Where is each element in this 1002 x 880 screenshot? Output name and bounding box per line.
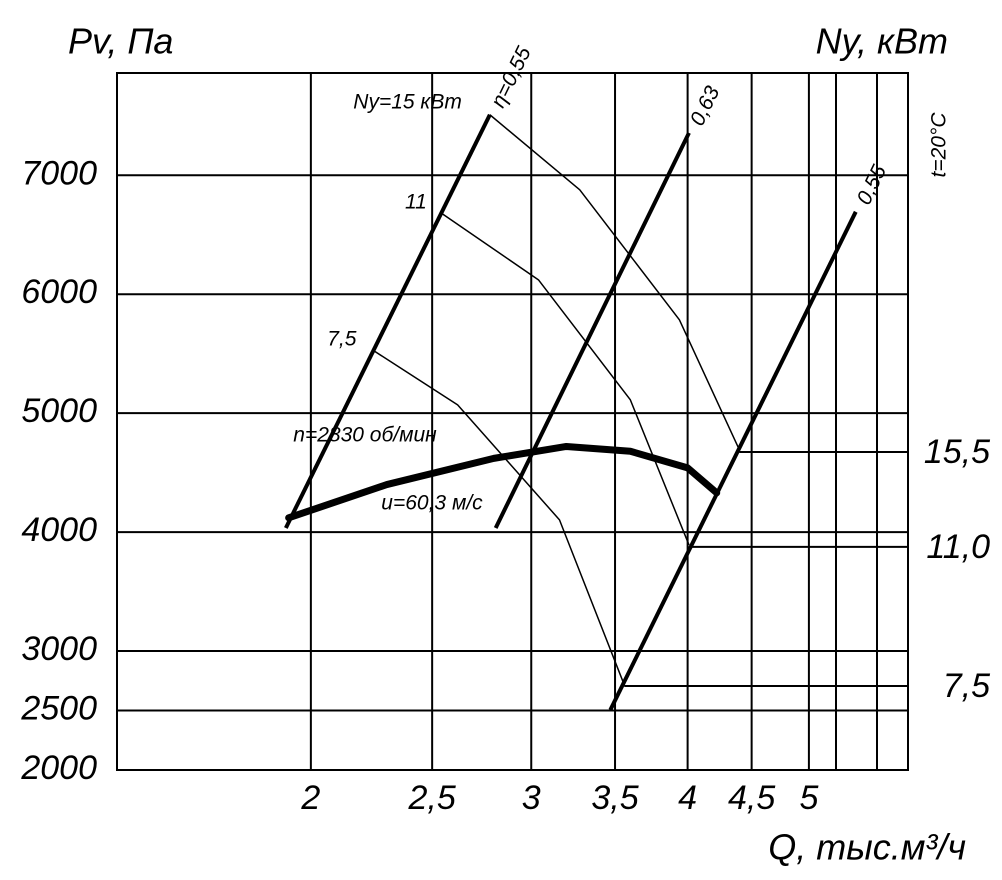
speed-label: u=60,3 м/с <box>381 492 483 515</box>
x-tick-label: 2 <box>300 779 320 817</box>
y-tick-label: 2500 <box>20 690 97 728</box>
fan-curve <box>285 442 721 522</box>
temperature-label: t=20°C <box>928 112 951 178</box>
power-curve-label: Ny=15 кВт <box>353 90 462 113</box>
efficiency-line <box>284 113 492 529</box>
efficiency-line <box>608 210 858 711</box>
power-curve <box>440 212 690 546</box>
y-tick-label: 6000 <box>21 273 97 311</box>
x-tick-label: 4 <box>678 779 697 817</box>
y-tick-label: 7000 <box>21 154 97 192</box>
x-tick-label: 3,5 <box>591 779 638 817</box>
plot-frame <box>116 72 909 771</box>
x-tick-label: 5 <box>799 779 818 817</box>
y-tick-label: 3000 <box>21 630 97 668</box>
efficiency-label: 0,63 <box>686 82 725 129</box>
power-level-label: 7,5 <box>943 667 990 705</box>
power-curve-label: 11 <box>405 190 427 213</box>
efficiency-line <box>493 131 691 529</box>
x-tick-label: 3 <box>522 779 541 817</box>
y-tick-label: 4000 <box>21 511 97 549</box>
power-curve <box>372 349 625 686</box>
fan-curve-label: n=2830 об/мин <box>293 424 437 447</box>
x-tick-label: 2,5 <box>408 779 456 817</box>
y-tick-label: 5000 <box>21 392 97 430</box>
y2-axis-title: Ny, кВт <box>816 21 948 62</box>
power-level-label: 11,0 <box>926 528 990 566</box>
y-tick-label: 2000 <box>20 749 97 787</box>
x-axis-title: Q, тыс.м³/ч <box>768 827 966 868</box>
power-curve-label: 7,5 <box>327 327 357 350</box>
efficiency-label: η=0,55 <box>487 43 536 112</box>
x-tick-label: 4,5 <box>728 779 775 817</box>
efficiency-label: 0,55 <box>853 161 892 208</box>
power-level-label: 15,5 <box>924 433 990 471</box>
y-axis-title: Pv, Па <box>68 21 173 62</box>
